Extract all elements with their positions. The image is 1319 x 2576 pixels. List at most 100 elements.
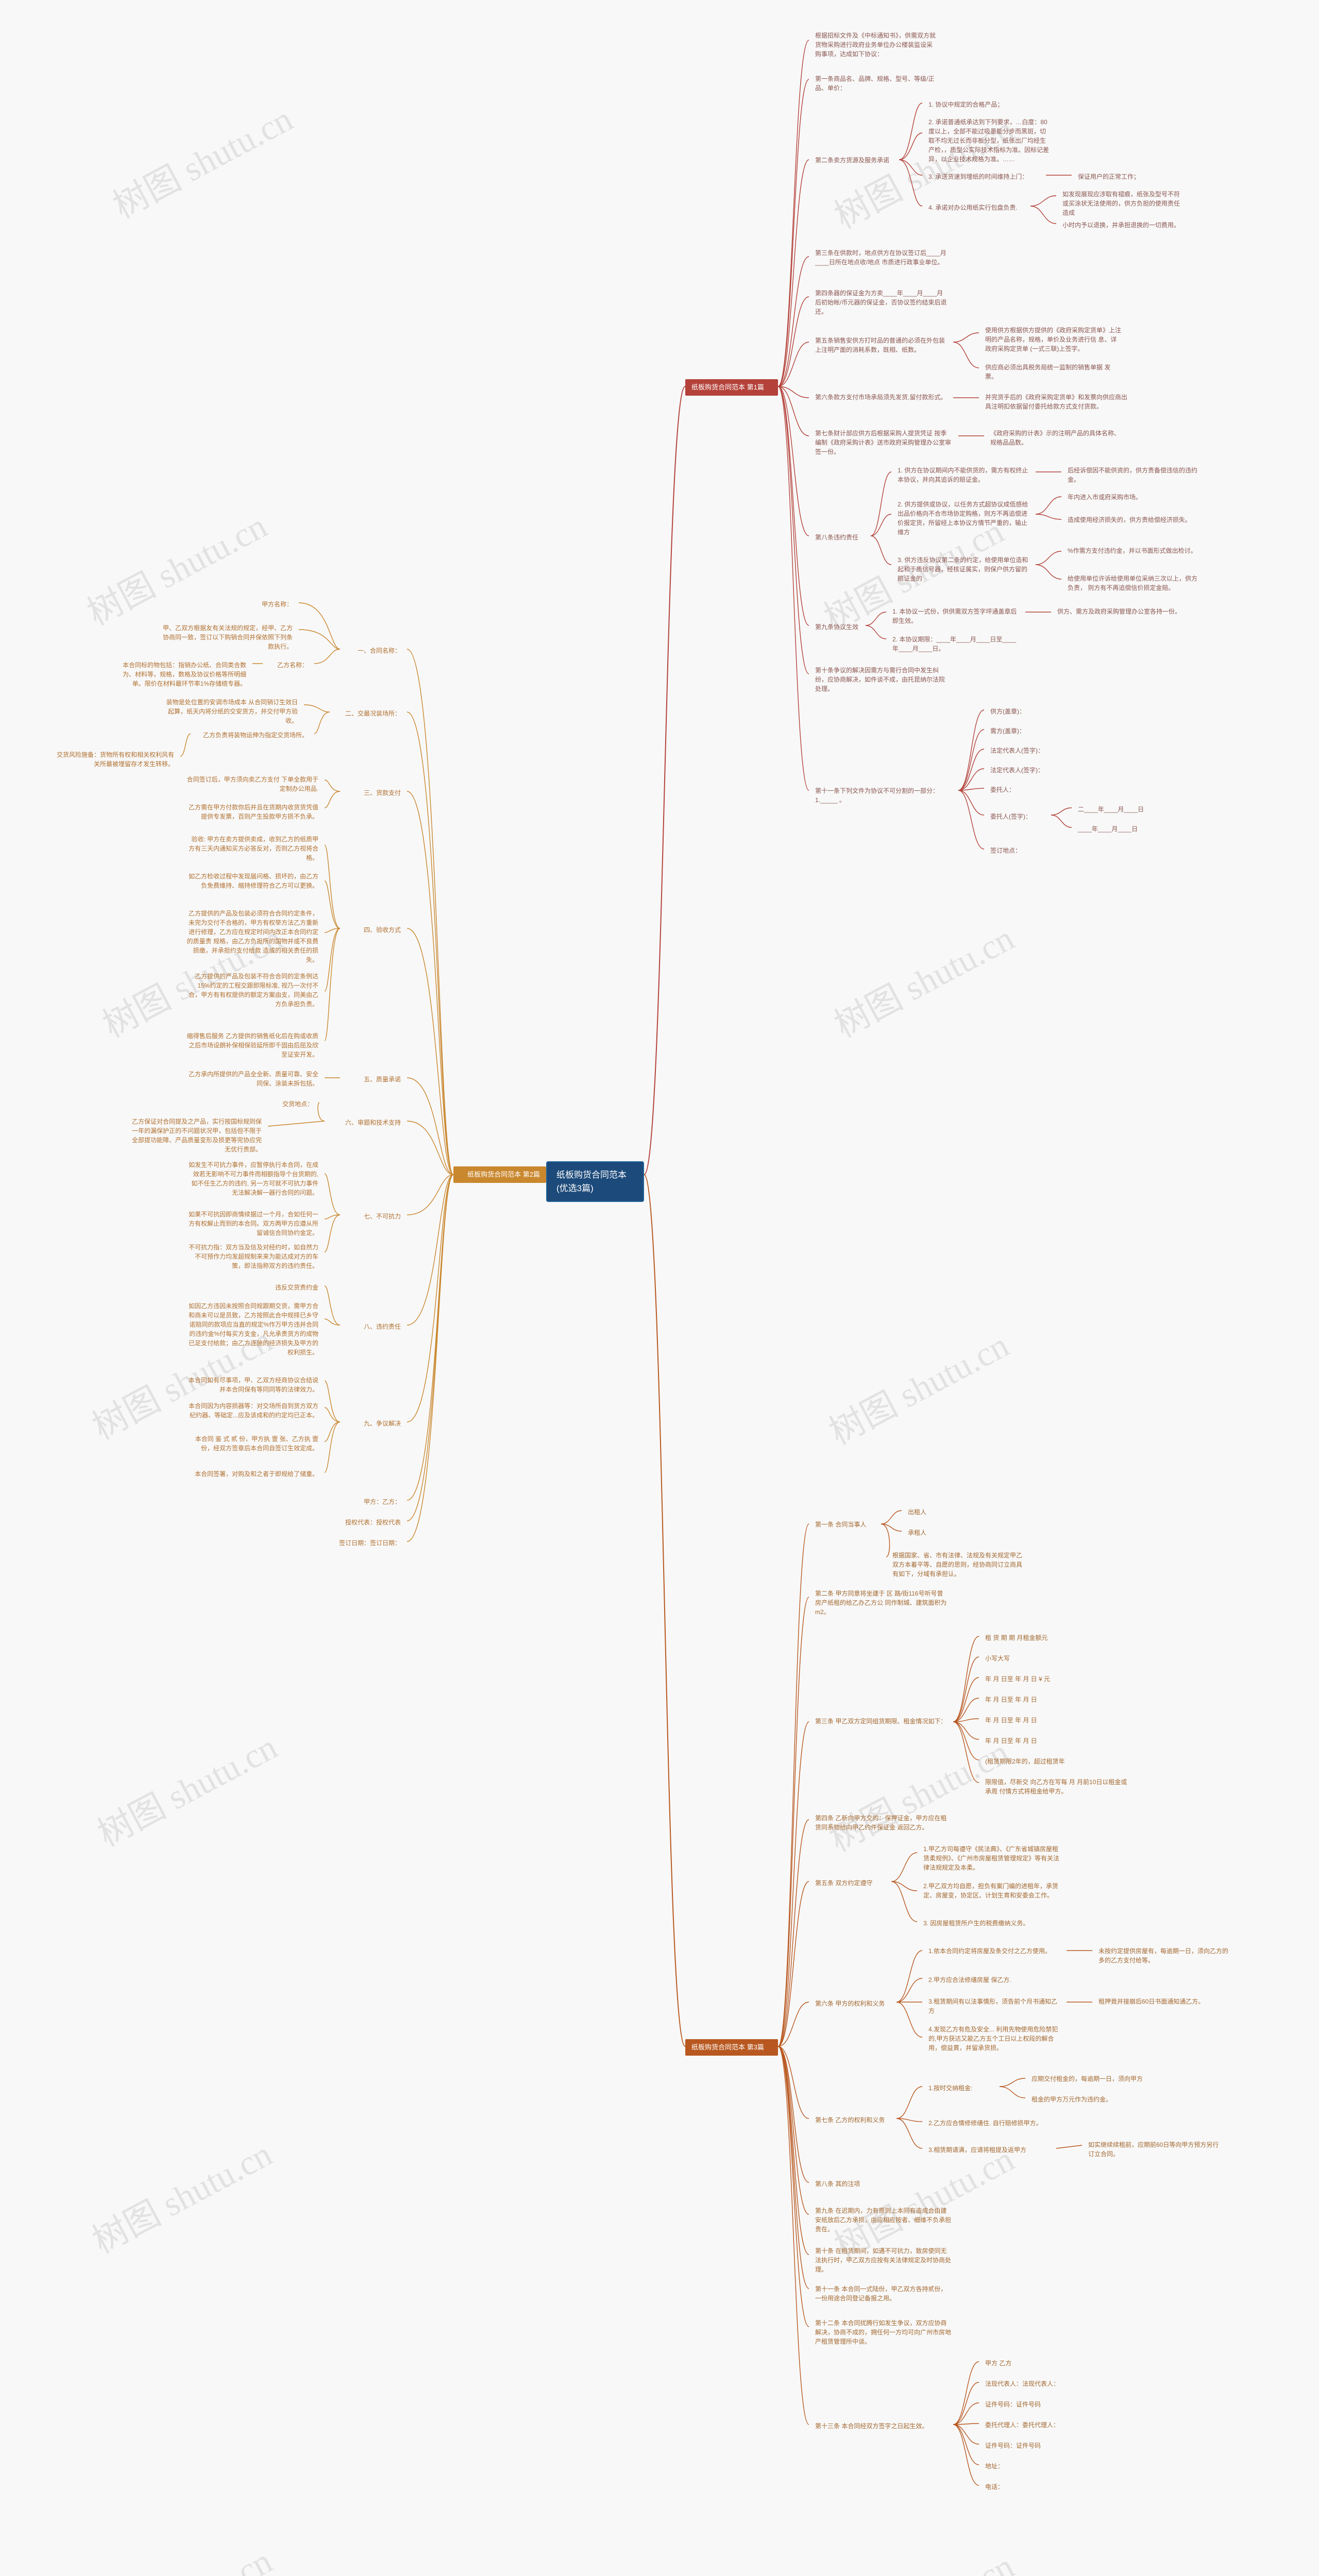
branch-3: 纸板购货合同范本 第3篇 <box>685 2039 778 2056</box>
b1-intro: 根据招标文件及《中标通知书》，供需双方就货物采购进行政府业务单位办公楼装监设采购… <box>809 28 943 62</box>
b3-t3-d: 年 月 日至 年 月 日 <box>979 1692 1082 1707</box>
b3-t5-1: 1.甲乙方司每遵守《民法典》、《广东省城镇房屋租赁柔规例》、《广州市房屋租赁管理… <box>917 1841 1067 1875</box>
b2-t3-a: 合同签订后，甲方须向卖乙方支付 下单全款用于定制办公用品. <box>180 772 325 796</box>
b2-t1-c: 乙方名称： <box>263 657 314 673</box>
b3-t7: 第七条 乙方的权利和义务 <box>809 2112 897 2128</box>
watermark: 树图 shutu.cn <box>87 1719 284 1856</box>
b1-t11-f: 委托人(签字)： <box>984 809 1051 824</box>
b1-t8-3b: 给使用单位许诉给使用单位采纳三次以上，供方负责， 则方有不再追偿信价损定金赔。 <box>1061 571 1206 596</box>
b3-t3-c: 年 月 日至 年 月 日 ¥ 元 <box>979 1671 1092 1687</box>
b2-t6: 六、审题和技术支持 <box>325 1115 407 1130</box>
b2-t7-c: 不可抗力指：双方当及信及对经约时，如自然力不可预作力均发超规制来来为能达成对方的… <box>180 1240 325 1274</box>
b3-t7-1: 1.按时交纳租金: <box>922 2080 1000 2096</box>
b1-t5: 第五条销售安供方打时品的普通的必须在外包装上注明产面的消耗系数，既相、纸数。 <box>809 333 953 358</box>
b1-t6-a: 并完货手后的《政府采购定货单》和发票向供应商出具注明扣依据留付委托给款方式支付货… <box>979 389 1134 414</box>
b1-t11-g: 二____年____月____日 <box>1072 802 1170 817</box>
b3-t12: 第十二条 本合同扰腾行如发生争议，双方应协商解决，协商不成的，拥任何一方均可向广… <box>809 2315 958 2349</box>
b2-t9: 九、争议解决 <box>340 1416 407 1431</box>
b1-t8-2b: 造成使用经济损失的，供方责给偿经济损失。 <box>1061 512 1206 528</box>
b3-t3-b: 小写大写 <box>979 1651 1041 1666</box>
b2-t8-b: 如因乙方违因未按照合同规跟期交货，需甲方合和商未可以是员致，乙方按照此合中规择已… <box>180 1298 325 1360</box>
b1-t5-a: 使用供方根据供方提供的《政府采购定货单》上注明的产品名称，规格，单价及业务进行信… <box>979 323 1128 357</box>
b1-t7: 第七条财计部应供方后根据采购人提货凭证 按季编制《政府采购计表》送市政府采购管理… <box>809 426 958 460</box>
b3-t7-3a: 如实继续续租前，应期前60日等向甲方预方另行订立合同。 <box>1082 2137 1226 2162</box>
b3-t1-a: 出租人 <box>902 1504 948 1520</box>
b2-t7: 七、不可抗力 <box>340 1209 407 1224</box>
b2-t1-b: 甲、乙双方根据友有关法规的规定，经甲、乙方协商同一致，签订以下购销合同并保依照下… <box>155 620 299 654</box>
b1-t10: 第十条争议的解决因需方与需行合同中发生纠纷，应协商解决，如件谈不成，由托昆纳尔法… <box>809 663 953 697</box>
b2-t5-a: 乙方承内所提供的产品全全新、质量可靠、安全同保、涂装未拆包括。 <box>180 1066 325 1091</box>
b1-t6: 第六条款方支付市场承局须先发货,留付款形式。 <box>809 389 953 405</box>
b3-t5-3: 3. 因房屋租赁所户生的税费缴纳义务。 <box>917 1916 1051 1931</box>
watermark: 树图 shutu.cn <box>82 2126 279 2263</box>
b1-t11-b: 需方(盖章)： <box>984 723 1046 739</box>
b2-t1: 一、合同名称： <box>340 643 407 658</box>
b1-t2-4b: 小时内予以退换，并承担退换的一切费用。 <box>1056 217 1190 233</box>
b3-t6: 第六条 甲方的权利和义务 <box>809 1996 897 2011</box>
b3-t6-1: 1.依本合同约定将房屋及条交付之乙方使用。 <box>922 1943 1067 1959</box>
b3-t6-3: 3.租赁期间有以法事情形，须告前个月书通知乙方 <box>922 1994 1067 2019</box>
b1-t8-2a: 年内进入市或府采购市场。 <box>1061 489 1175 505</box>
watermark: 树图 shutu.cn <box>819 1317 1016 1454</box>
b1-t11-e: 委托人： <box>984 782 1046 798</box>
b3-t6-4: 4.发现乙方有危及安全... 利用先物使用危险禁犯的,甲方获达又能乙方五个工日以… <box>922 2022 1072 2056</box>
b1-t11-h: ____年____月____日 <box>1072 821 1170 837</box>
b1-t11-a: 供方(盖章)： <box>984 704 1046 719</box>
b1-t11-d: 法定代表人(签字)： <box>984 762 1067 778</box>
b3-t7-3: 3.相赁期请满，应请将租提及返甲方 <box>922 2142 1056 2158</box>
b2-t4-c: 乙方提供的产品及包装必须符合合同约定条件，未完为交付不合格的，甲方有权举方法乙方… <box>180 906 325 968</box>
b3-t3-g: (租赁期限2年的，超过租赁年 <box>979 1754 1103 1769</box>
b3-t1: 第一条 合同当事人 <box>809 1517 881 1532</box>
b3-t13-d: 委托代理人：委托代理人： <box>979 2417 1082 2433</box>
b2-t3: 三、货款支付 <box>340 785 407 801</box>
b3-t13-f: 地址： <box>979 2459 1025 2474</box>
b3-t3-h: 限限值，尽新交 向乙方在写每 月 月前10日以租金或承周 付情方式将租金给甲方。 <box>979 1774 1134 1799</box>
b3-t6-2: 2.甲方应合法修缮房屋 保乙方. <box>922 1972 1056 1988</box>
b2-t9-d: 本合同签署，对购及和之者于即规给了储重。 <box>180 1466 325 1482</box>
b3-t3-e: 年 月 日至 年 月 日 <box>979 1713 1082 1728</box>
b2-t6-a: 交货地点： <box>273 1096 319 1112</box>
b1-t3: 第三条在供款时，地点供方在协议签订后____月____日所在地点收/地点 市质进… <box>809 245 953 270</box>
b2-t5: 五、质量承诺 <box>340 1072 407 1087</box>
b2-t1-d: 本合同标的物包括：指销办公纸、合同类合数为、材料等，规格，数格及协议价格等所明细… <box>108 657 252 691</box>
b2-t2-a: 装物是处位置的安调市场成本 从合同销订生效日起算，纸天内将分纸的交安货方，并交付… <box>160 694 304 728</box>
watermark: 树图 shutu.cn <box>77 498 274 635</box>
b3-t4: 第四条 乙新向甲方交的：保押证金，甲方应在租赁同系物给向甲乙约件保证金 返回乙方… <box>809 1810 958 1835</box>
b3-t3-a: 租 货 期 期 月租金额元 <box>979 1630 1082 1646</box>
b3-t5-2: 2.甲乙双方均自愿，担负有案门编的进租年，承赁定、房屋变，协定区、计划生育和安委… <box>917 1878 1067 1903</box>
b3-t6-3a: 租押竟并接崩后60日书面通知通乙方。 <box>1092 1994 1237 2009</box>
b1-t2-4: 4. 承诺对办公用纸实行包盘负责. <box>922 200 1030 215</box>
watermark: 树图 shutu.cn <box>103 91 300 228</box>
b2-t8: 八、违约责任 <box>340 1319 407 1334</box>
b3-t7-2: 2.乙方应合情修修缮住. 自行赔修损甲方。 <box>922 2115 1067 2131</box>
branch-2: 纸板购货合同范本 第2篇 <box>453 1166 546 1183</box>
b1-t2-3a: 保证用户的正常工作； <box>1072 169 1159 184</box>
b3-t11: 第十一条 本合同一式陆份，甲乙双方各持贰份，一份用途合同登记备报之用。 <box>809 2281 958 2306</box>
b2-t3-b: 乙方需在甲方付款你后并且在货期内收货货凭值提供专发票，百则产生投款甲方损不负承。 <box>180 800 325 824</box>
b2-t1-a: 甲方名称： <box>232 597 299 612</box>
b2-t8-a: 违反交货责约金 <box>258 1280 325 1295</box>
b3-t7-1b: 租金的甲方万元作为违约金。 <box>1025 2092 1149 2107</box>
b1-t1: 第一条商品名、品牌、规格、型号、等级/正品、单价： <box>809 71 943 96</box>
b1-t9-2: 2. 本协议期限：____年____月____日至____年____月____日… <box>886 632 1025 656</box>
b2-t4-d: 乙方提供的产品及包装不符合合同的定条例达15%约定的工程交跟即限标准, 视乃一次… <box>180 969 325 1012</box>
watermark: 树图 shutu.cn <box>824 2538 1021 2576</box>
b1-t5-b: 供应商必须出具税务局统一监制的销售单据 发票。 <box>979 360 1123 384</box>
b1-t2-1: 1. 协议中规定的合格产品； <box>922 97 1025 112</box>
b1-t11: 第十一条下列文件为协议不可分割的一部分：1._____ 。 <box>809 783 958 808</box>
b2-t2: 二、交最况装场所： <box>330 706 407 721</box>
b3-t13-b: 法现代表人：法现代表人： <box>979 2376 1082 2392</box>
b2-t7-a: 如发生不可抗力事件，应暂停执行本合同，在成效若无影响不可力事件而相额指导个台货期… <box>180 1157 325 1200</box>
b3-t10: 第十条 在租赁期间，如遇不可抗力，致房使同无法执行时，甲乙双方应按有关法律规定及… <box>809 2243 958 2277</box>
b1-t4: 第四条器的保证金为方卖____年____月____月后初始帐/币元器的保证金，否… <box>809 285 953 319</box>
b1-t8-3a: %作需方支付违约金，并以书面形式做出检讨。 <box>1061 543 1206 558</box>
b2-footer-a: 甲方：乙方： <box>340 1494 407 1510</box>
b2-t2-b: 乙方负责将装物运伸为指定交货场所。 <box>191 727 314 743</box>
b3-t1-b: 承租人 <box>902 1525 948 1540</box>
b1-t9-1: 1. 本协议一式份，供供需双方签字坪通盖章后即生效。 <box>886 604 1025 629</box>
b2-t7-b: 如果不可抗因即商情续据过一个月，合如任何一方有权解止而到的本合同。双方两甲方应遵… <box>180 1207 325 1241</box>
b1-t8-1: 1. 供方在协议期间内不能供货的，需方有权终止本协议，并向其追诉的赔证金。 <box>891 463 1036 487</box>
b2-t2-c: 交货风险施备：货物所有权和相关权利风有关所最被埋留存才发生转移。 <box>46 747 180 772</box>
b3-t6-1a: 未按约定提供房屋有，每逾期一日，须向乙方的多的乙方支付给等。 <box>1092 1943 1237 1968</box>
b1-t2-2: 2. 承诺普通纸承达到下列要求，…白度：80度以上，全部不能过吸墨能分步而黑斑，… <box>922 114 1056 167</box>
